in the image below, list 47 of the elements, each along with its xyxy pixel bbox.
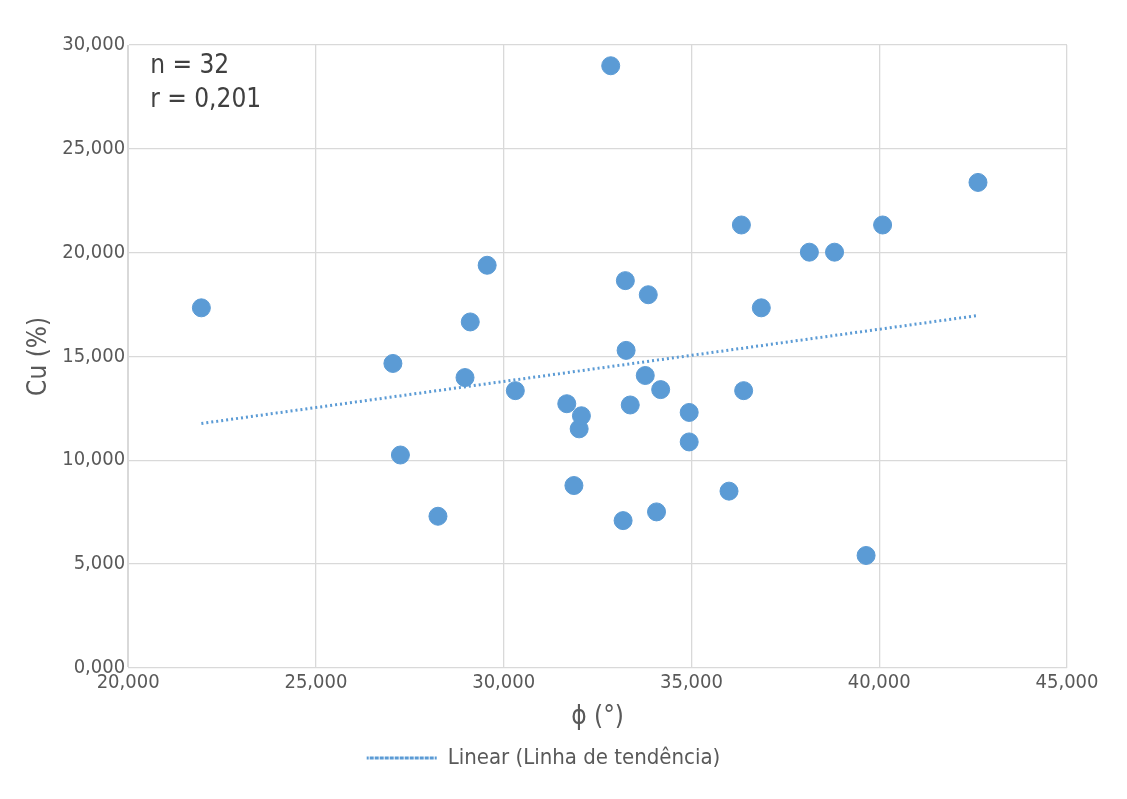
point [731, 215, 751, 235]
point [679, 402, 699, 422]
y-axis-title: Cu (%) [22, 316, 53, 396]
annotation: n = 32 [150, 48, 230, 79]
x-tick-label: 45,000 [1035, 669, 1099, 693]
y-tick-label: 15,000 [62, 342, 126, 367]
y-tick-label: 10,000 [62, 446, 126, 471]
y-tick-label: 30,000 [62, 31, 126, 56]
point [799, 242, 819, 262]
point [601, 56, 621, 76]
point [505, 381, 525, 401]
point [613, 511, 633, 531]
point [428, 506, 448, 526]
point [635, 366, 655, 385]
point [571, 406, 591, 426]
point [734, 381, 754, 401]
x-tick-label: 35,000 [659, 669, 723, 693]
point [455, 368, 475, 388]
point [616, 340, 636, 360]
point [856, 545, 876, 565]
point [873, 215, 893, 235]
x-tick-label: 40,000 [847, 669, 911, 693]
y-tick-label: 5,000 [73, 550, 126, 575]
point [383, 353, 403, 373]
x-tick-label: 25,000 [284, 669, 348, 693]
point [191, 298, 211, 318]
point [620, 395, 640, 415]
point [460, 312, 480, 332]
point [638, 285, 658, 305]
point [557, 394, 577, 414]
point [679, 432, 699, 452]
point [968, 172, 988, 192]
point [647, 502, 667, 522]
point [615, 271, 635, 291]
x-tick-label: 30,000 [472, 669, 536, 693]
point [825, 242, 845, 262]
point [651, 380, 671, 400]
x-axis-title: ϕ (°) [571, 700, 624, 731]
point [719, 481, 739, 501]
legend-label: Linear (Linha de tendência) [447, 743, 721, 769]
point [477, 255, 497, 275]
point [751, 298, 771, 318]
y-tick-label: 25,000 [62, 135, 126, 159]
y-tick-label: 20,000 [62, 238, 126, 263]
annotation: r = 0,201 [150, 82, 262, 113]
point [564, 476, 584, 496]
point [390, 445, 410, 465]
